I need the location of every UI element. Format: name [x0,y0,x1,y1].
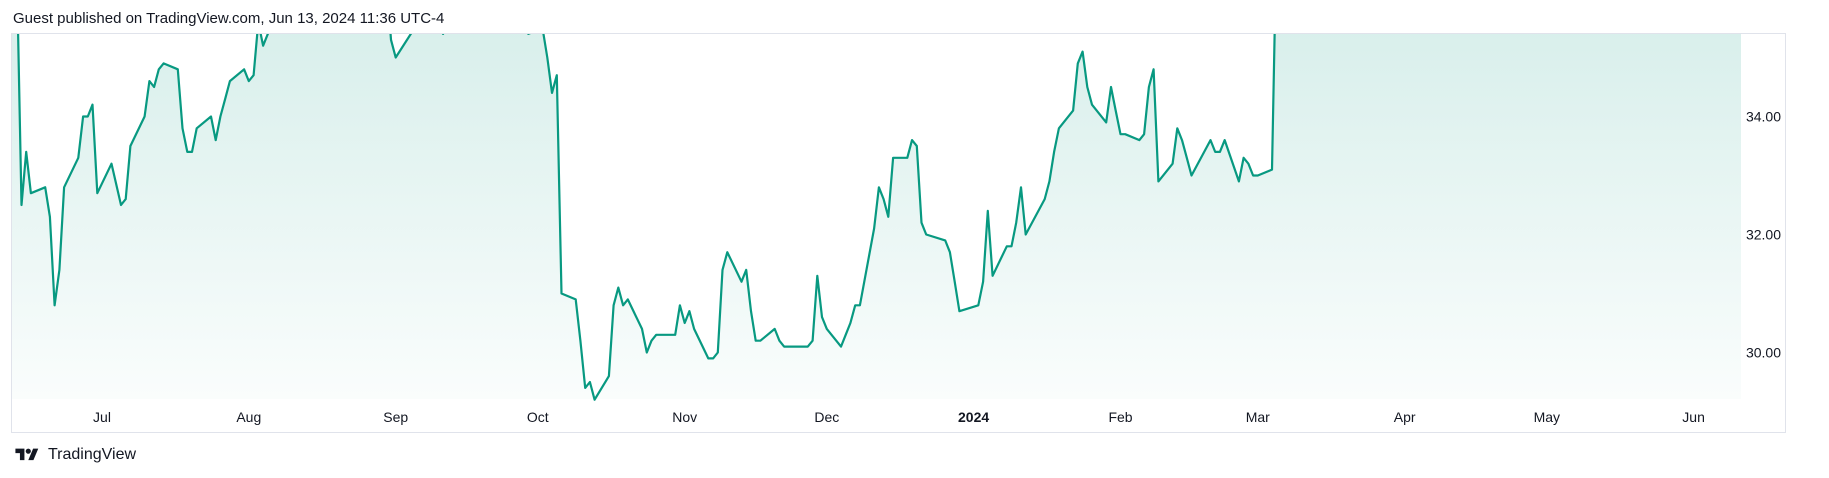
tradingview-branding[interactable]: TradingView [12,446,136,464]
x-tick-label: Oct [527,409,549,425]
x-tick-label: Sep [383,409,408,425]
x-tick-label: Mar [1246,409,1270,425]
x-tick-label: Jul [93,409,111,425]
x-tick-label: Nov [672,409,697,425]
x-tick-label: May [1534,409,1560,425]
publish-info: Guest published on TradingView.com, Jun … [13,10,445,27]
x-tick-label: Jun [1682,409,1705,425]
tradingview-label: TradingView [48,446,137,463]
x-tick-label: Feb [1108,409,1132,425]
x-tick-label: Dec [814,409,839,425]
y-tick-label: 30.00 [1746,345,1781,361]
y-tick-label: 34.00 [1746,109,1781,125]
x-tick-label: Aug [236,409,261,425]
tradingview-logo-icon [15,448,39,461]
x-tick-label: 2024 [958,409,989,425]
price-line[interactable] [12,34,1741,401]
x-tick-label: Apr [1394,409,1416,425]
y-tick-label: 32.00 [1746,227,1781,243]
